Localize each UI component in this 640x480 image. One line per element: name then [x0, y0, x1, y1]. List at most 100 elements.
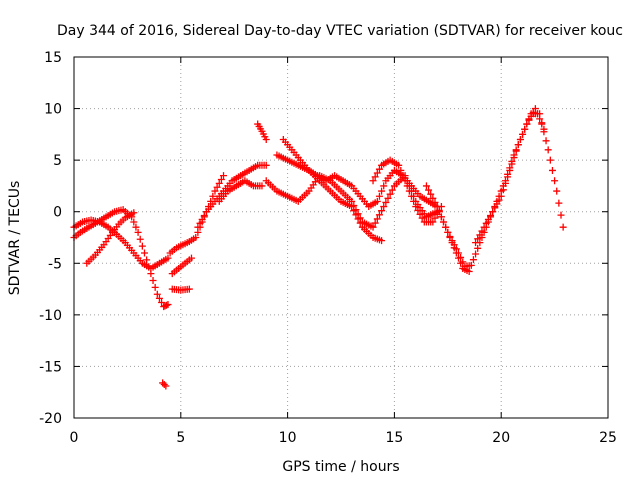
data-point-track-o — [553, 187, 561, 195]
data-point-track-n — [395, 161, 403, 169]
data-point-track-p — [534, 110, 542, 118]
data-point-track-p — [482, 219, 490, 227]
data-point-track-o — [429, 194, 437, 202]
data-point-track-b — [140, 249, 148, 257]
x-tick-label: 25 — [599, 430, 617, 446]
data-point-track-l — [375, 192, 383, 200]
data-point-track-c — [130, 209, 138, 217]
data-point-track-o — [435, 208, 443, 216]
data-point-track-l — [378, 187, 386, 195]
data-point-track-p — [540, 125, 548, 133]
data-point-track-o — [427, 190, 435, 198]
data-point-track-d — [215, 179, 223, 187]
data-point-track-p — [519, 130, 527, 138]
data-point-track-d — [211, 187, 219, 195]
data-point-track-p — [516, 136, 524, 144]
data-point-track-a — [164, 254, 172, 262]
y-tick-label: -10 — [39, 308, 62, 324]
data-point-track-b — [147, 270, 155, 278]
data-point-track-p — [493, 200, 501, 208]
x-axis-ticks: 0 5 10 15 20 25 — [70, 57, 617, 446]
data-point-track-o — [457, 253, 465, 261]
data-point-track-b — [164, 301, 172, 309]
data-point-track-p — [521, 125, 529, 133]
data-point-track-p — [531, 105, 539, 113]
data-point-track-o — [431, 198, 439, 206]
data-point-track-l — [373, 197, 381, 205]
data-point-track-h — [194, 223, 202, 231]
data-point-track-p — [508, 160, 516, 168]
data-point-track-o — [459, 258, 467, 266]
data-point-track-p — [506, 166, 514, 174]
data-point-track-p — [491, 204, 499, 212]
data-point-track-m — [354, 215, 362, 223]
y-tick-label: 0 — [53, 205, 62, 221]
y-tick-label: 5 — [53, 153, 62, 169]
data-point-track-b — [132, 223, 140, 231]
data-point-track-n — [399, 172, 407, 180]
data-point-track-h — [198, 215, 206, 223]
data-point-track-m — [352, 211, 360, 219]
data-point-track-o — [440, 218, 448, 226]
x-tick-label: 15 — [385, 430, 403, 446]
data-point-track-o — [469, 256, 477, 264]
data-point-track-m — [378, 237, 386, 245]
data-point-track-o — [551, 177, 559, 185]
data-point-track-p — [487, 212, 495, 220]
grid-lines — [74, 57, 608, 418]
data-point-track-d — [209, 192, 217, 200]
data-point-track-o — [544, 146, 552, 154]
data-point-track-p — [499, 186, 507, 194]
data-point-track-o — [446, 232, 454, 240]
data-point-track-k — [371, 219, 379, 227]
data-point-track-p — [472, 239, 480, 247]
data-point-track-n — [429, 218, 437, 226]
data-point-track-o — [548, 166, 556, 174]
data-point-track-b — [138, 242, 146, 250]
data-point-track-n — [375, 165, 383, 173]
data-point-track-o — [452, 245, 460, 253]
data-point-track-p — [527, 112, 535, 120]
y-tick-label: -20 — [39, 411, 62, 427]
data-point-track-k — [388, 186, 396, 194]
data-point-track-o — [542, 137, 550, 145]
data-point-track-j — [262, 136, 270, 144]
data-point-track-n — [431, 214, 439, 222]
data-point-track-p — [476, 231, 484, 239]
data-point-track-o — [433, 203, 441, 211]
data-point-track-n — [410, 197, 418, 205]
data-point-track-p — [504, 173, 512, 181]
x-tick-label: 0 — [70, 430, 79, 446]
data-point-track-k — [369, 223, 377, 231]
data-point-track-b — [143, 256, 151, 264]
data-point-track-p — [510, 154, 518, 162]
data-point-track-o — [555, 199, 563, 207]
x-tick-label: 5 — [176, 430, 185, 446]
data-point-track-b — [136, 235, 144, 243]
data-point-track-o — [425, 186, 433, 194]
data-point-track-d — [220, 172, 228, 180]
data-point-track-h — [262, 161, 270, 169]
data-point-track-n — [414, 206, 422, 214]
data-point-track-k — [373, 215, 381, 223]
data-point-track-n — [371, 173, 379, 181]
data-point-track-p — [529, 108, 537, 116]
data-point-track-p — [512, 147, 520, 155]
data-point-track-n — [405, 187, 413, 195]
data-point-track-n — [418, 214, 426, 222]
data-point-track-m — [348, 203, 356, 211]
data-point-track-k — [375, 211, 383, 219]
data-point-track-o — [557, 211, 565, 219]
data-point-track-k — [384, 194, 392, 202]
data-point-track-b — [149, 276, 157, 284]
x-tick-label: 20 — [492, 430, 510, 446]
data-point-track-o — [450, 241, 458, 249]
data-point-track-p — [523, 120, 531, 128]
plot-frame — [73, 56, 609, 419]
data-point-track-b — [145, 263, 153, 271]
data-point-track-n — [369, 177, 377, 185]
data-point-track-p — [478, 227, 486, 235]
data-point-track-p — [501, 179, 509, 187]
data-point-track-k — [378, 207, 386, 215]
